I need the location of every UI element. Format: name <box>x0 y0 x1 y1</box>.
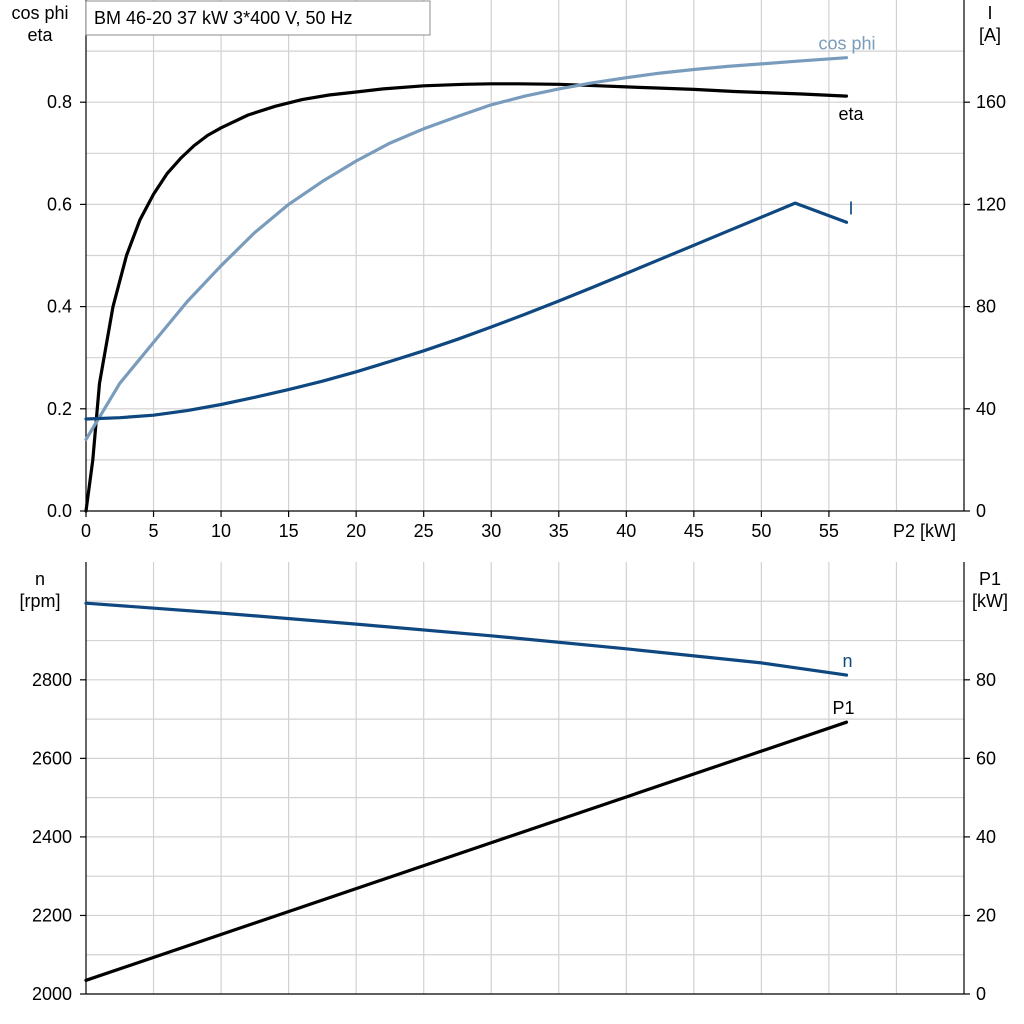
top-panel: 0.0 0.2 0.4 0.6 0.8 0 40 80 120 160 0 5 10 15 20 25 30 35… <box>11 0 1006 541</box>
right-tick-label: 40 <box>976 399 996 419</box>
left-tick-label: 2200 <box>32 905 72 925</box>
x-tick-label: 25 <box>414 521 434 541</box>
x-tick-label: 10 <box>211 521 231 541</box>
x-tick-label: 55 <box>819 521 839 541</box>
series-line-eta <box>84 82 849 513</box>
right-tick-label: 80 <box>976 297 996 317</box>
left-axis-title: [rpm] <box>19 591 60 611</box>
left-axis-title: eta <box>27 25 53 45</box>
right-tick-label: 120 <box>976 194 1006 214</box>
left-tick-label: 0.4 <box>47 297 72 317</box>
right-tick-label: 60 <box>976 748 996 768</box>
right-axis-title: P1 <box>979 569 1001 589</box>
right-axis-title: [A] <box>979 25 1001 45</box>
x-tick-label: 15 <box>279 521 299 541</box>
series-line-p1 <box>84 720 849 982</box>
series-line-cos-phi <box>84 56 849 442</box>
left-axis-title: cos phi <box>11 3 68 23</box>
left-axis-title: n <box>35 569 45 589</box>
left-tick-label: 0.2 <box>47 399 72 419</box>
right-tick-label: 0 <box>976 984 986 1004</box>
series-line-i <box>84 201 849 421</box>
x-tick-label: 30 <box>481 521 501 541</box>
left-tick-label: 0.6 <box>47 194 72 214</box>
right-axis-title: [kW] <box>972 591 1008 611</box>
left-tick-label: 2800 <box>32 670 72 690</box>
x-tick-label: 45 <box>684 521 704 541</box>
series-label-p1: P1 <box>832 698 854 718</box>
left-tick-label: 2000 <box>32 984 72 1004</box>
right-tick-label: 160 <box>976 92 1006 112</box>
x-tick-label: 20 <box>346 521 366 541</box>
left-tick-label: 0.0 <box>47 501 72 521</box>
bottom-panel: 20002200240026002800020406080n[rpm]P1[kW… <box>19 562 1008 1004</box>
x-tick-label: 40 <box>616 521 636 541</box>
series-label-i: I <box>848 198 853 218</box>
chart-title-box: BM 46-20 37 kW 3*400 V, 50 Hz <box>85 0 431 36</box>
grid-lines <box>86 562 964 994</box>
left-tick-label: 2600 <box>32 748 72 768</box>
series-label-eta: eta <box>838 104 864 124</box>
x-tick-label: 5 <box>149 521 159 541</box>
right-tick-label: 40 <box>976 827 996 847</box>
grid-lines <box>86 0 964 511</box>
right-tick-label: 20 <box>976 905 996 925</box>
chart-title: BM 46-20 37 kW 3*400 V, 50 Hz <box>94 8 352 28</box>
series-label-cos-phi: cos phi <box>818 34 875 54</box>
x-tick-label: 35 <box>549 521 569 541</box>
x-tick-label: 0 <box>81 521 91 541</box>
left-tick-label: 0.8 <box>47 92 72 112</box>
title-frame <box>85 0 431 36</box>
x-axis-title: P2 [kW] <box>893 521 956 541</box>
series-label-n: n <box>842 651 852 671</box>
right-tick-label: 0 <box>976 501 986 521</box>
series-line-n <box>84 601 849 677</box>
x-tick-label: 50 <box>751 521 771 541</box>
right-tick-label: 80 <box>976 670 996 690</box>
right-axis-title: I <box>987 3 992 23</box>
left-tick-label: 2400 <box>32 827 72 847</box>
